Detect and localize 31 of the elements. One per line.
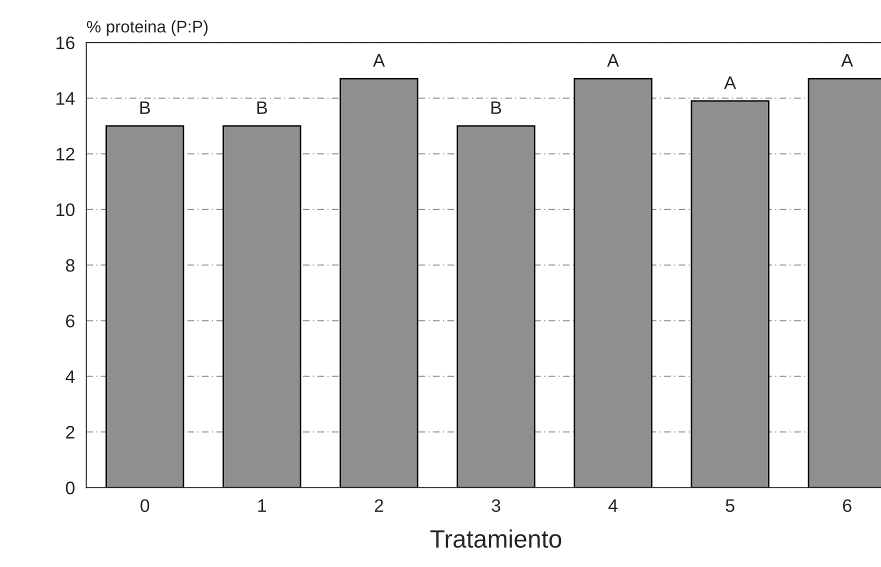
y-tick-label: 2 bbox=[66, 426, 74, 439]
annotation: B bbox=[257, 101, 267, 114]
y-axis-title: % proteina (P:P) bbox=[86, 20, 208, 36]
bar bbox=[222, 125, 302, 488]
y-tick-label: 8 bbox=[66, 259, 74, 272]
annotation: B bbox=[491, 101, 502, 114]
annotation: A bbox=[724, 76, 736, 89]
x-tick-label: 6 bbox=[843, 499, 852, 512]
y-tick-label: 0 bbox=[66, 482, 75, 494]
y-tick-label: 6 bbox=[66, 314, 74, 328]
x-tick-label: 2 bbox=[374, 499, 384, 512]
x-tick-label: 5 bbox=[726, 499, 734, 512]
y-tick-label: 12 bbox=[56, 148, 74, 160]
x-tick-label: 1 bbox=[258, 499, 266, 512]
y-tick-label: 14 bbox=[56, 92, 75, 105]
bar bbox=[106, 125, 184, 488]
annotation: A bbox=[372, 54, 385, 67]
x-tick-label: 3 bbox=[492, 499, 500, 512]
x-axis-title: Tratamiento bbox=[430, 529, 562, 548]
y-tick-label: 16 bbox=[56, 36, 74, 50]
bar bbox=[456, 125, 536, 488]
annotation: B bbox=[140, 101, 150, 114]
x-tick-label: 4 bbox=[608, 499, 618, 512]
x-tick-label: 0 bbox=[140, 499, 150, 512]
annotation: A bbox=[841, 54, 854, 67]
bar bbox=[340, 78, 418, 488]
annotation: A bbox=[607, 54, 620, 67]
y-tick-label: 4 bbox=[66, 370, 75, 383]
y-tick-label: 10 bbox=[56, 203, 75, 216]
bar bbox=[690, 100, 770, 488]
bar bbox=[574, 78, 652, 488]
